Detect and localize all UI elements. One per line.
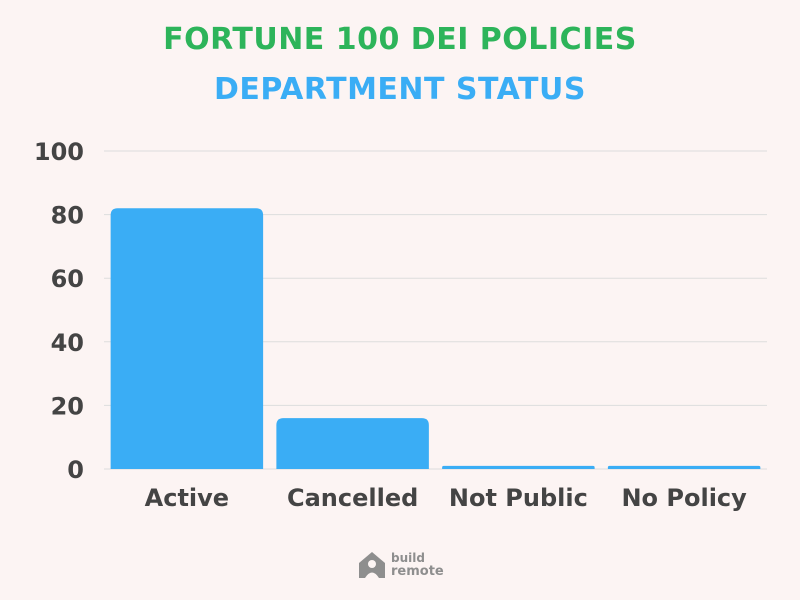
y-tick-label-80: 80 — [51, 202, 84, 230]
bar-active — [110, 208, 264, 470]
bar-not-public — [442, 465, 595, 469]
logo-word-remote: remote — [391, 564, 444, 579]
y-tick-label-60: 60 — [51, 265, 84, 293]
chart-title: FORTUNE 100 DEI POLICIES — [163, 22, 637, 57]
bar-no-policy — [607, 465, 761, 469]
bar-cancelled — [276, 418, 429, 469]
x-tick-label-not-public: Not Public — [449, 484, 588, 512]
x-tick-label-cancelled: Cancelled — [287, 484, 418, 512]
logo-word-build: build — [391, 551, 425, 565]
y-tick-label-20: 20 — [51, 392, 84, 420]
y-tick-label-0: 0 — [67, 456, 84, 484]
house-person-icon — [359, 552, 385, 578]
footer-logo: build remote — [357, 548, 444, 582]
x-tick-label-active: Active — [145, 484, 229, 512]
x-tick-label-no-policy: No Policy — [621, 484, 747, 512]
y-tick-label-100: 100 — [34, 138, 84, 166]
chart-subtitle: DEPARTMENT STATUS — [214, 72, 586, 107]
y-tick-label-40: 40 — [51, 329, 84, 357]
